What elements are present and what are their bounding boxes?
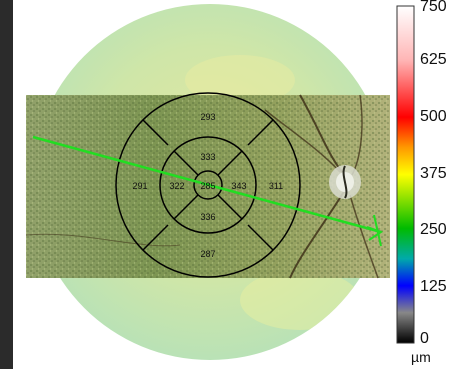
value-inner-inferior: 336 xyxy=(200,212,215,222)
colorbar-label-375: 375 xyxy=(420,165,447,182)
value-outer-superior: 293 xyxy=(200,112,215,122)
left-edge-panel xyxy=(0,0,13,369)
value-outer-temporal: 291 xyxy=(132,181,147,191)
value-outer-nasal: 311 xyxy=(269,181,283,191)
colorbar-label-500: 500 xyxy=(420,108,447,125)
etdrs-grid xyxy=(115,92,301,278)
value-outer-inferior: 287 xyxy=(200,249,215,259)
colorbar-label-0: 0 xyxy=(420,330,429,347)
scan-line[interactable] xyxy=(32,135,384,247)
value-inner-temporal: 322 xyxy=(169,181,184,191)
value-inner-nasal: 343 xyxy=(231,181,246,191)
value-inner-superior: 333 xyxy=(200,152,215,162)
colorbar-label-125: 125 xyxy=(420,278,447,295)
colorbar-label-250: 250 xyxy=(420,221,447,238)
fundus-image xyxy=(25,94,390,279)
value-center: 285 xyxy=(200,181,215,191)
colorbar-label-750: 750 xyxy=(420,0,447,15)
thickness-colorbar xyxy=(396,5,415,344)
colorbar-unit: µm xyxy=(411,349,431,365)
colorbar-label-625: 625 xyxy=(420,51,447,68)
